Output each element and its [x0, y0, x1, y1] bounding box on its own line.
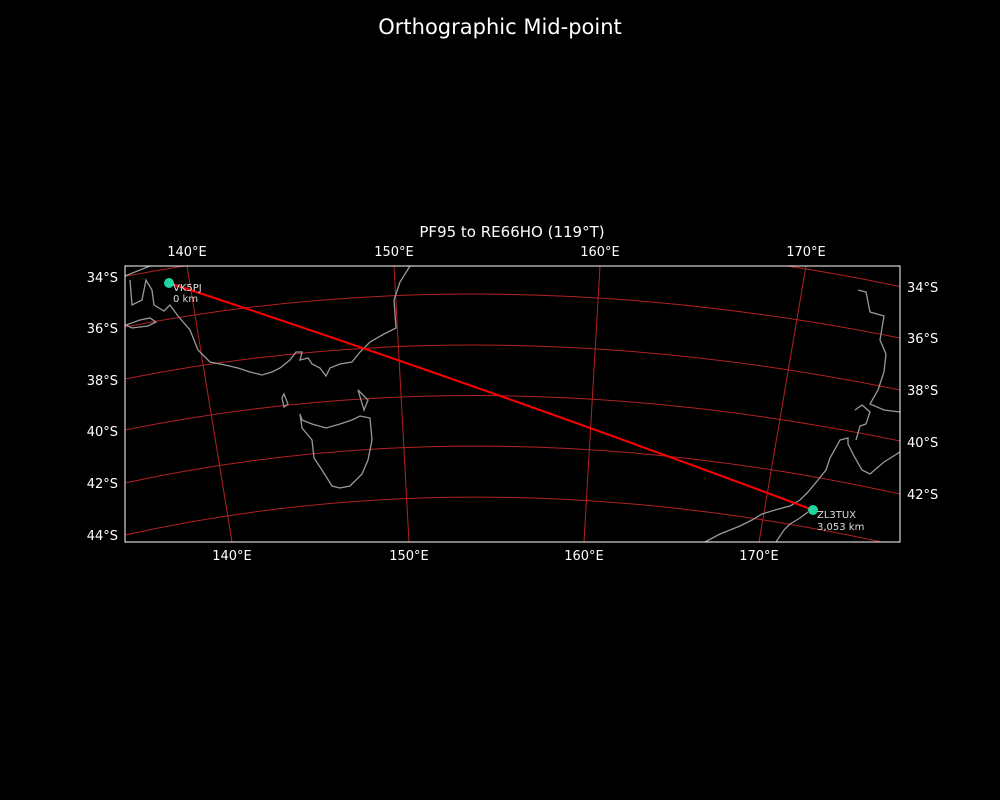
top-lon-labels: 140°E 150°E 160°E 170°E	[167, 245, 826, 260]
lon-line-150e	[393, 266, 410, 542]
tick-label: 170°E	[739, 549, 779, 564]
lon-line-140e	[186, 266, 233, 542]
lat-line-34s	[125, 266, 900, 288]
tick-label: 36°S	[87, 322, 118, 337]
tick-label: 150°E	[389, 549, 429, 564]
tick-label: 42°S	[907, 488, 938, 503]
figure-title: Orthographic Mid-point	[378, 15, 622, 39]
map-subtitle: PF95 to RE66HO (119°T)	[419, 223, 604, 241]
tick-label: 34°S	[87, 271, 118, 286]
tick-label: 160°E	[564, 549, 604, 564]
bottom-lon-labels: 140°E 150°E 160°E 170°E	[212, 549, 779, 564]
lat-line-38s	[125, 344, 900, 391]
station-label-distance: 3,053 km	[817, 522, 864, 533]
station-marker-zl3tux[interactable]	[808, 505, 818, 515]
station-label-distance: 0 km	[173, 294, 198, 305]
tick-label: 140°E	[167, 245, 207, 260]
map-frame	[124, 265, 901, 543]
coast-australia	[125, 266, 411, 378]
right-lat-labels: 34°S 36°S 38°S 40°S 42°S	[907, 281, 938, 503]
tick-label: 34°S	[907, 281, 938, 296]
coast-kangaroo-is	[125, 317, 158, 329]
tick-label: 44°S	[87, 529, 118, 544]
coastlines	[125, 266, 900, 542]
station-marker-vk5pj[interactable]	[164, 278, 174, 288]
tick-label: 36°S	[907, 332, 938, 347]
coast-tasmania	[299, 413, 373, 489]
tick-label: 140°E	[212, 549, 252, 564]
tick-label: 40°S	[907, 436, 938, 451]
lat-line-40s	[125, 395, 900, 442]
graticule	[125, 266, 900, 542]
station-label-call: ZL3TUX	[817, 510, 856, 521]
tick-label: 38°S	[87, 374, 118, 389]
tick-label: 150°E	[374, 245, 414, 260]
map-area	[125, 266, 900, 542]
tick-label: 160°E	[580, 245, 620, 260]
lat-line-36s	[125, 293, 900, 339]
lat-line-42s	[125, 445, 900, 495]
tick-label: 40°S	[87, 425, 118, 440]
lon-line-160e	[583, 266, 601, 542]
station-label-call: VK5PJ	[173, 283, 202, 294]
tick-label: 170°E	[786, 245, 826, 260]
coast-nz-south	[704, 404, 900, 542]
lon-line-170e	[758, 266, 807, 542]
coast-islands	[281, 389, 369, 412]
left-lat-labels: 34°S 36°S 38°S 40°S 42°S 44°S	[87, 271, 118, 544]
great-circle-path	[168, 282, 814, 511]
tick-label: 42°S	[87, 477, 118, 492]
coast-nz-north	[857, 289, 900, 413]
tick-label: 38°S	[907, 384, 938, 399]
lat-line-44s	[125, 496, 884, 542]
